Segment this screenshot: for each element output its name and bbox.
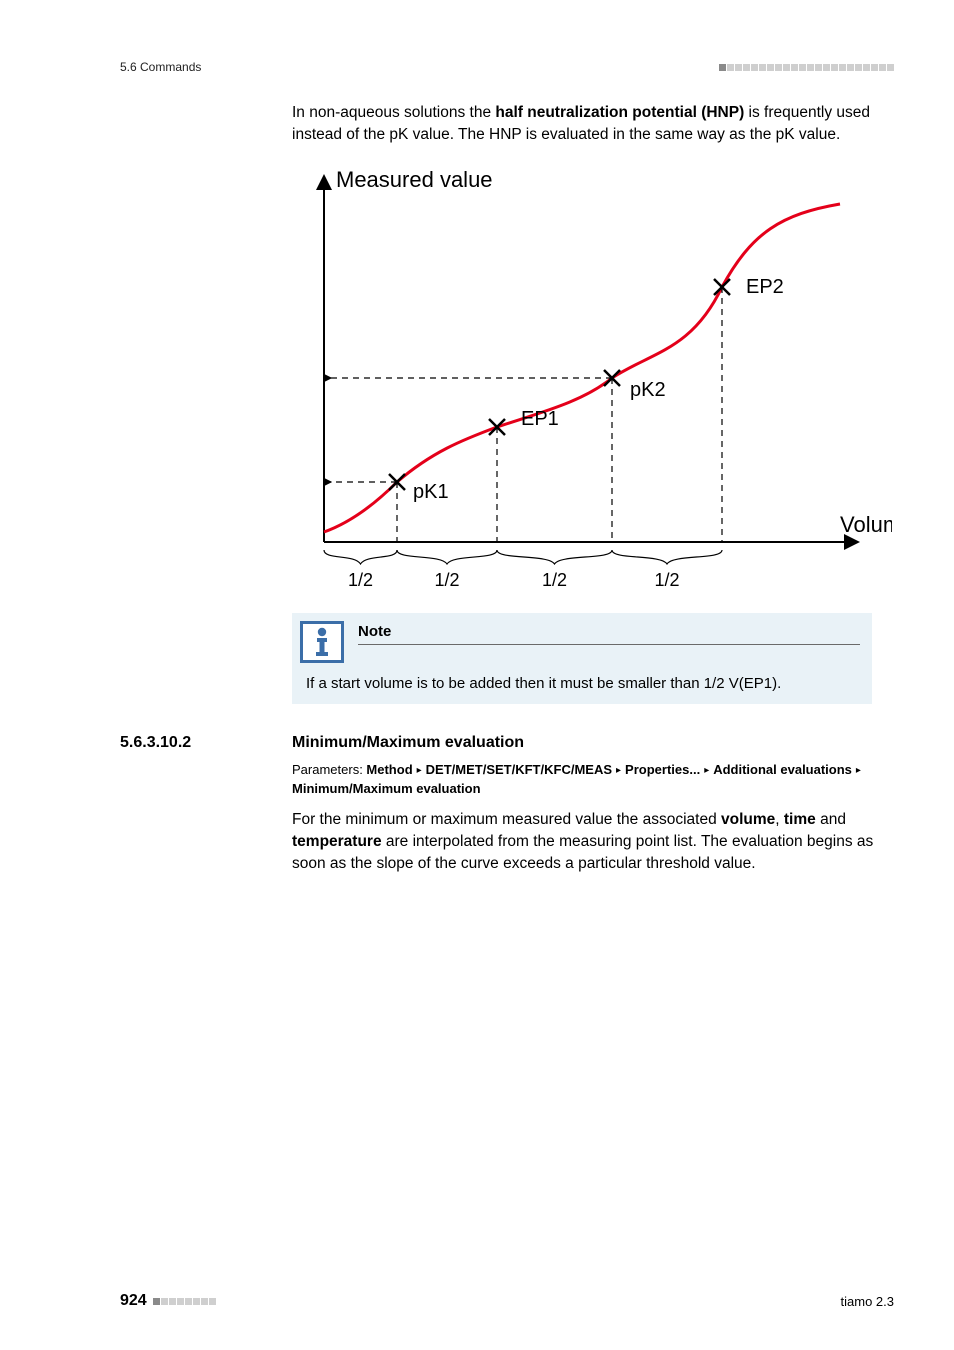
svg-text:pK2: pK2 bbox=[630, 379, 666, 401]
body-m1: , bbox=[775, 811, 784, 828]
intro-pre: In non-aqueous solutions the bbox=[292, 104, 495, 121]
note-box: Note If a start volume is to be added th… bbox=[292, 613, 872, 704]
note-body: If a start volume is to be added then it… bbox=[292, 663, 872, 692]
parameters-path: Parameters: Method▸DET/MET/SET/KFT/KFC/M… bbox=[292, 760, 894, 799]
body-b3: temperature bbox=[292, 833, 382, 850]
svg-text:1/2: 1/2 bbox=[434, 570, 459, 590]
body-pre: For the minimum or maximum measured valu… bbox=[292, 811, 721, 828]
body-b1: volume bbox=[721, 811, 775, 828]
chart-y-label: Measured value bbox=[336, 167, 493, 192]
svg-text:1/2: 1/2 bbox=[542, 570, 567, 590]
titration-chart: Measured value Volume pK1 EP1 pK2 EP2 1/2 1/… bbox=[292, 162, 892, 607]
header-decoration bbox=[719, 64, 894, 71]
header-section-label: 5.6 Commands bbox=[120, 60, 201, 74]
intro-bold: half neutralization potential (HNP) bbox=[495, 104, 744, 121]
intro-paragraph: In non-aqueous solutions the half neutra… bbox=[292, 102, 894, 146]
note-title: Note bbox=[358, 623, 860, 645]
body-b2: time bbox=[784, 811, 816, 828]
svg-text:1/2: 1/2 bbox=[348, 570, 373, 590]
svg-text:pK1: pK1 bbox=[413, 481, 449, 503]
product-name: tiamo 2.3 bbox=[841, 1294, 894, 1309]
section-body: For the minimum or maximum measured valu… bbox=[292, 809, 894, 875]
chart-x-label: Volume bbox=[840, 512, 892, 537]
footer-decoration bbox=[153, 1298, 216, 1305]
svg-text:EP2: EP2 bbox=[746, 276, 784, 298]
body-m2: and bbox=[816, 811, 846, 828]
section-title: Minimum/Maximum evaluation bbox=[292, 734, 524, 752]
params-label: Parameters: bbox=[292, 762, 366, 777]
svg-text:EP1: EP1 bbox=[521, 408, 559, 430]
svg-text:1/2: 1/2 bbox=[654, 570, 679, 590]
info-icon bbox=[300, 621, 344, 663]
section-number: 5.6.3.10.2 bbox=[120, 734, 292, 752]
page-number: 924 bbox=[120, 1292, 147, 1310]
